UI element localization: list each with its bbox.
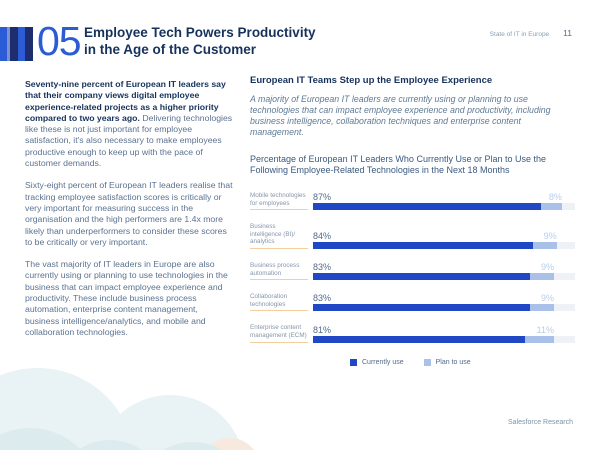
paragraph-3: The vast majority of IT leaders in Europ… [25,259,228,337]
plan-to-use-swatch [423,358,431,366]
currently-use-value: 81% [313,324,332,335]
stripe [18,27,25,61]
bar-track [313,273,575,281]
paragraph-1-lead: Seventy-nine percent of European IT lead… [25,79,226,123]
page-meta: State of IT in Europe 11 [490,28,572,38]
report-name: State of IT in Europe [489,31,550,38]
paragraph-1-body: Delivering technologies like these is no… [25,112,233,169]
currently-use-value: 83% [313,262,332,273]
legend-item-plan-to-use: Plan to use [423,358,471,366]
bar-plot: 87% 8% [313,192,575,211]
chart-row: Enterprise content management (ECM) 81% 11… [250,324,575,343]
bar-plot: 83% 9% [313,262,575,281]
paragraph-1: Seventy-nine percent of European IT lead… [25,79,233,169]
plan-to-use-value: 8% [548,192,562,203]
chart-row: Business intelligence (BI)/ analytics 84%… [250,223,575,249]
page-number: 11 [563,28,572,38]
bar-track [313,203,575,211]
stripe [7,27,10,61]
legend-item-currently-use: Currently use [350,358,404,366]
currently-use-bar [313,335,526,343]
currently-use-bar [313,304,531,312]
category-label: Business process automation [250,262,308,281]
plan-to-use-value: 9% [543,230,557,241]
right-content-column: European IT Teams Step up the Employee E… [250,75,575,366]
plan-to-use-bar [533,241,557,249]
currently-use-bar [313,203,541,211]
chart-title: Percentage of European IT Leaders Who Cu… [250,154,546,175]
footer-credit: Salesforce Research [508,419,573,426]
cloud-decoration [135,442,250,450]
currently-use-value: 83% [313,293,332,304]
page-title-line1: Employee Tech Powers Productivity [84,25,316,40]
bar-track [313,335,575,343]
stripe [25,27,33,61]
chapter-number: 05 [37,18,82,64]
category-label: Mobile technologies for employees [250,192,308,211]
bar-track [313,304,575,312]
bar-plot: 81% 11% [313,325,575,343]
category-label: Business intelligence (BI)/ analytics [250,223,308,249]
bar-plot: 83% 9% [313,293,575,312]
page-title-line2: in the Age of the Customer [84,41,257,57]
currently-use-bar [313,273,531,281]
plan-to-use-value: 11% [536,324,555,335]
bar-track [313,241,575,249]
plan-to-use-bar [540,203,562,211]
section-intro: A majority of European IT leaders are cu… [250,94,551,137]
plan-to-use-value: 9% [541,262,555,273]
plan-to-use-label: Plan to use [435,358,471,366]
chart-row: Business process automation 83% 9% [250,262,575,281]
currently-use-label: Currently use [362,358,404,366]
chapter-stripe-marker [0,27,33,61]
paragraph-2: Sixty-eight percent of European IT leade… [25,180,233,247]
plan-to-use-bar [530,273,555,281]
bar-plot: 84% 9% [313,231,575,249]
category-label: Collaboration technologies [250,293,308,312]
currently-use-swatch [350,358,357,366]
currently-use-value: 87% [313,192,332,203]
chart-legend: Currently use Plan to use [350,358,575,366]
plan-to-use-bar [525,335,555,343]
currently-use-bar [313,241,534,249]
plan-to-use-value: 9% [541,293,555,304]
chart-rows: Mobile technologies for employees 87% 8% Bu… [250,192,575,343]
section-heading: European IT Teams Step up the Employee E… [250,75,493,86]
category-label: Enterprise content management (ECM) [250,324,308,343]
cloud-decoration [55,440,165,450]
stripe [10,27,18,61]
chart-row: Collaboration technologies 83% 9% [250,293,575,312]
left-text-column: Seventy-nine percent of European IT lead… [25,79,233,349]
stripe [0,27,7,61]
currently-use-value: 84% [313,230,332,241]
chart-row: Mobile technologies for employees 87% 8% [250,192,575,211]
page-title: Employee Tech Powers Productivity in the… [84,25,316,58]
plan-to-use-bar [530,304,555,312]
